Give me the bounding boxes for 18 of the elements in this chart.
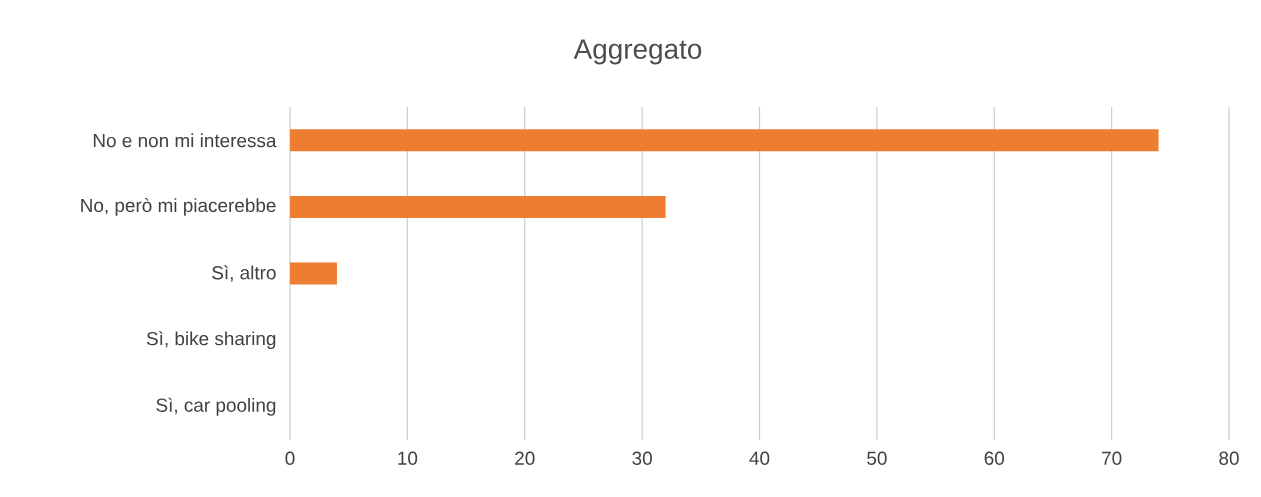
y-tick-label: No e non mi interessa (93, 133, 277, 148)
x-tick-label: 10 (398, 451, 418, 465)
bar (290, 129, 1159, 152)
x-tick-label: 60 (984, 451, 1005, 465)
x-tick-label: 80 (1219, 451, 1239, 465)
y-tick-label: No, però mi piacerebbe (81, 197, 276, 216)
x-tick-label: 20 (515, 451, 535, 465)
y-tick-label: Sì, bike sharing (146, 331, 276, 350)
x-tick-label: 0 (285, 451, 295, 465)
y-tick-label: Sì, car pooling (156, 397, 276, 416)
x-tick-label: 70 (1102, 451, 1122, 465)
bar (290, 195, 666, 218)
bar (290, 262, 337, 285)
x-tick-label: 50 (867, 451, 887, 465)
y-tick-label: Sì, altro (212, 265, 276, 282)
x-tick-label: 40 (749, 451, 770, 465)
chart-title: Aggregato (573, 39, 702, 65)
x-tick-label: 30 (632, 451, 652, 465)
